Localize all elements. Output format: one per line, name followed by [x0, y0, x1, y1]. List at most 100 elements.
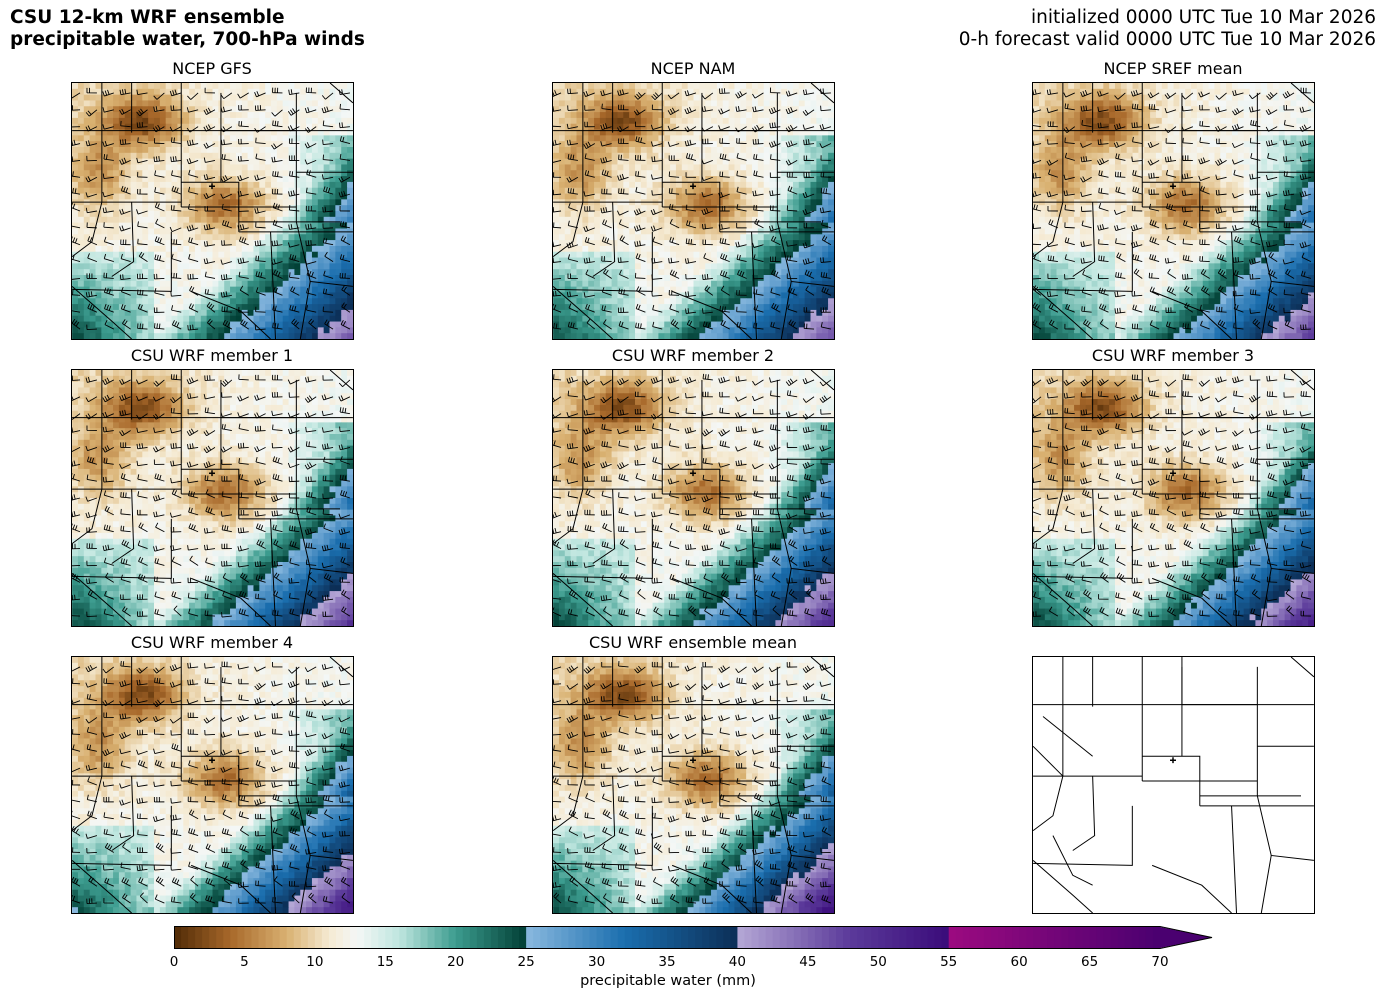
colorbar-segment [730, 927, 739, 948]
colorbar-segment [596, 927, 605, 948]
colorbar-segment [906, 927, 915, 948]
colorbar-segment [497, 927, 506, 948]
colorbar-tick-label: 40 [728, 954, 746, 970]
colorbar-segment [1138, 927, 1147, 948]
colorbar-segment [505, 927, 513, 948]
colorbar-segment [702, 927, 710, 948]
colorbar-segment [462, 927, 471, 948]
map-panel-sref-mean [1032, 82, 1315, 340]
colorbar-segment [1131, 927, 1140, 948]
colorbar-segment [1047, 927, 1055, 948]
colorbar [174, 926, 1214, 949]
colorbar-segment [328, 927, 337, 948]
state-borders [553, 657, 834, 913]
reference-map-svg [1033, 657, 1314, 913]
map-panel-nam [552, 82, 835, 340]
colorbar-segment [850, 927, 858, 948]
colorbar-segment [307, 927, 316, 948]
map-panel-member-2 [552, 369, 835, 627]
colorbar-tick-label: 5 [240, 954, 249, 970]
colorbar-segment [610, 927, 619, 948]
colorbar-segment [244, 927, 253, 948]
colorbar-segment [955, 927, 964, 948]
panel-title: NCEP SREF mean [1103, 59, 1243, 78]
colorbar-segment [716, 927, 724, 948]
colorbar-segment [927, 927, 936, 948]
colorbar-segment [1040, 927, 1048, 948]
colorbar-segment [1075, 927, 1084, 948]
colorbar-segment [1019, 927, 1027, 948]
colorbar-segment [314, 927, 323, 948]
colorbar-segment [983, 927, 992, 948]
colorbar-segment [1068, 927, 1077, 948]
location-marker-icon [690, 470, 696, 477]
colorbar-segment [969, 927, 978, 948]
colorbar-segment [582, 927, 591, 948]
colorbar-segment [371, 927, 379, 948]
map-panel-gfs [71, 82, 354, 340]
colorbar-segment [469, 927, 478, 948]
map-svg [72, 370, 353, 626]
colorbar-segment [223, 927, 231, 948]
colorbar-segment [828, 927, 837, 948]
colorbar-label: precipitable water (mm) [580, 973, 756, 989]
colorbar-tick-label: 0 [169, 954, 179, 970]
location-marker-icon [690, 757, 696, 764]
location-marker-icon [209, 183, 215, 190]
map-panel-member-4 [71, 656, 354, 914]
colorbar-svg [174, 926, 1213, 949]
wind-barbs [72, 87, 351, 331]
colorbar-tick-label: 60 [1010, 954, 1028, 970]
colorbar-segment [941, 927, 950, 948]
colorbar-segment [603, 927, 612, 948]
colorbar-segment [385, 927, 393, 948]
colorbar-segment [617, 927, 626, 948]
init-time: initialized 0000 UTC Tue 10 Mar 2026 [1030, 7, 1376, 28]
colorbar-segment [1005, 927, 1013, 948]
location-marker-icon [209, 757, 215, 764]
map-svg [553, 83, 834, 339]
panel-title: NCEP NAM [650, 59, 736, 78]
colorbar-segment [934, 927, 943, 948]
colorbar-segment [343, 927, 351, 948]
colorbar-segment [659, 927, 668, 948]
colorbar-segment [568, 927, 577, 948]
colorbar-segment [378, 927, 386, 948]
colorbar-segment [807, 927, 816, 948]
colorbar-segment [399, 927, 408, 948]
wind-barbs [1033, 87, 1312, 331]
map-svg [72, 657, 353, 913]
colorbar-tick-label: 55 [940, 954, 958, 970]
map-panel-member-3 [1032, 369, 1315, 627]
colorbar-segment [202, 927, 210, 948]
colorbar-segment [695, 927, 703, 948]
colorbar-segment [575, 927, 584, 948]
colorbar-segment [998, 927, 1006, 948]
colorbar-tick-label: 50 [869, 954, 887, 970]
map-svg [1033, 370, 1314, 626]
colorbar-segment [1082, 927, 1091, 948]
colorbar-outline [174, 926, 1213, 949]
location-marker-icon [690, 183, 696, 190]
colorbar-segment [744, 927, 753, 948]
colorbar-segment [561, 927, 569, 948]
colorbar-tick-label: 25 [517, 954, 535, 970]
colorbar-segment [181, 927, 189, 948]
colorbar-segment [441, 927, 450, 948]
reference-map-panel [1032, 656, 1315, 914]
colorbar-segment [1152, 927, 1161, 948]
colorbar-segment [554, 927, 562, 948]
colorbar-segment [864, 927, 872, 948]
colorbar-segment [483, 927, 492, 948]
map-svg [1033, 83, 1314, 339]
colorbar-tick-label: 10 [306, 954, 324, 970]
colorbar-segment [512, 927, 520, 948]
map-svg [553, 370, 834, 626]
colorbar-segment [709, 927, 717, 948]
colorbar-segment [392, 927, 400, 948]
colorbar-segment [631, 927, 640, 948]
colorbar-segment [357, 927, 365, 948]
wind-barbs [553, 661, 832, 905]
colorbar-segment [624, 927, 633, 948]
colorbar-segment [434, 927, 443, 948]
